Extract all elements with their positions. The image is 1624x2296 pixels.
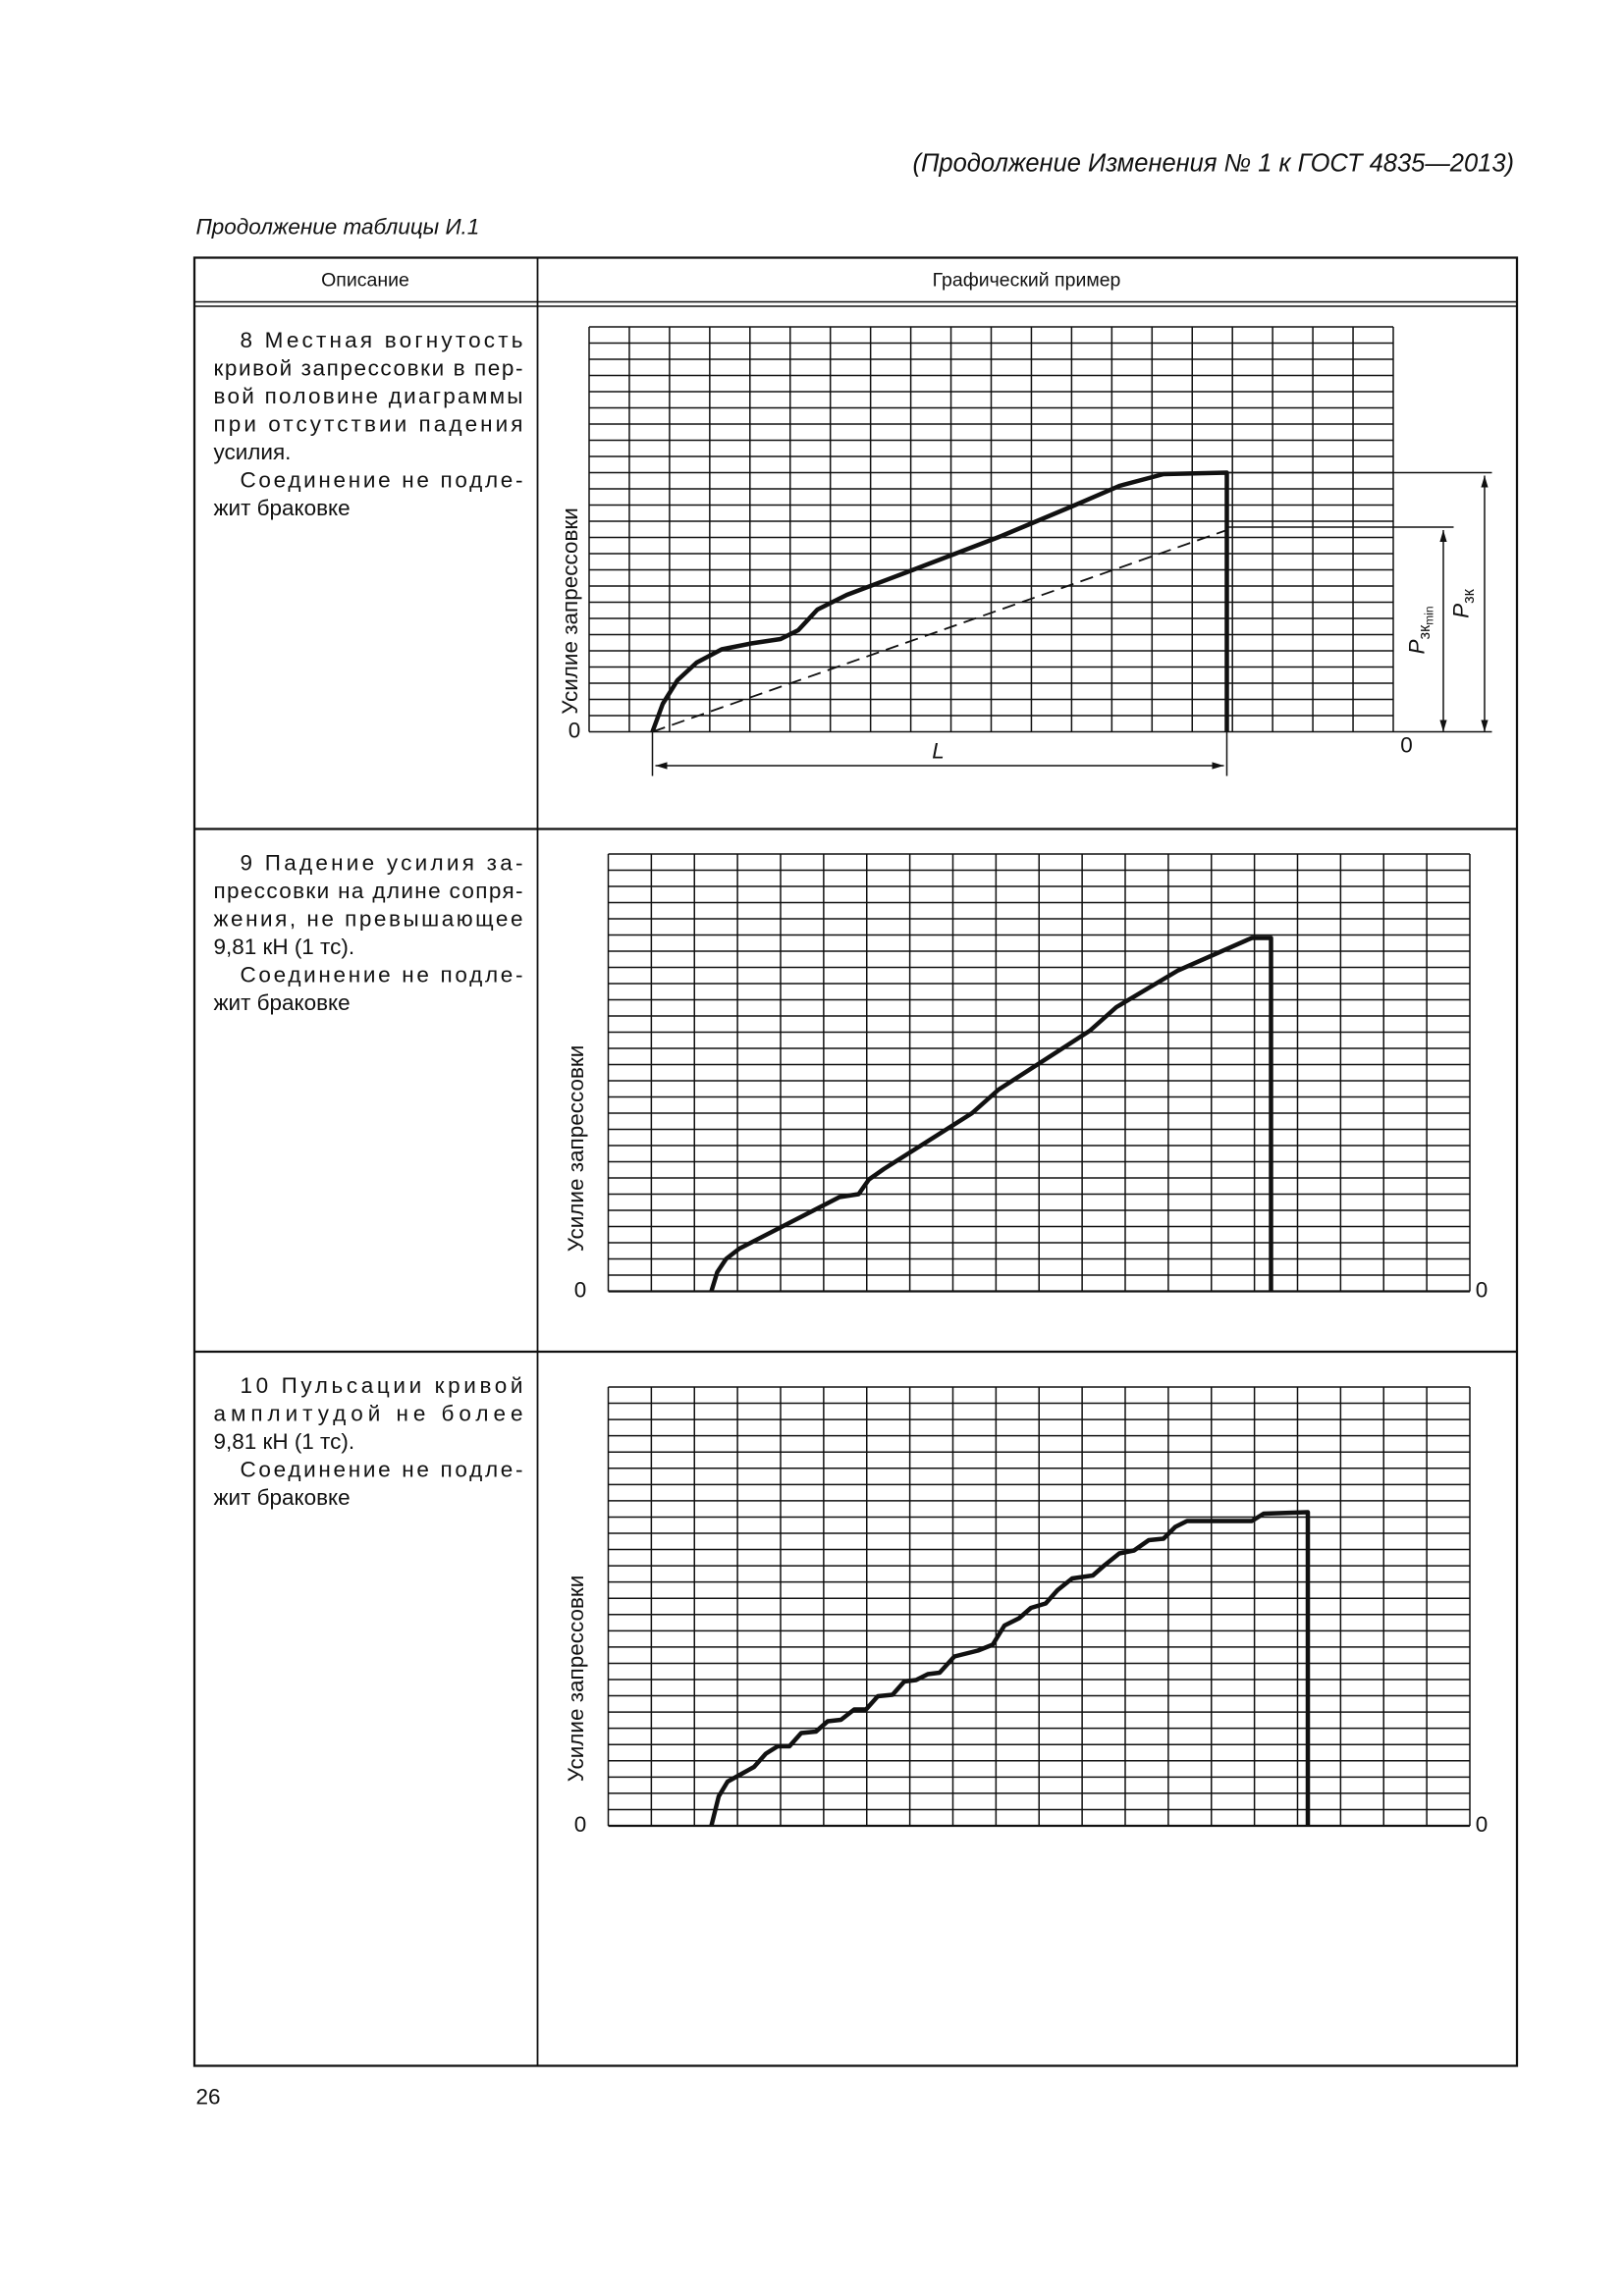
subscript: min [1423, 606, 1436, 624]
description-line: жит браковке [213, 496, 350, 520]
subscript: зк [1460, 588, 1478, 604]
y-axis-label: Усилие запрессовки [558, 507, 582, 715]
length-label: L [932, 738, 945, 763]
description-line: 9,81 кН (1 тс). [213, 1429, 354, 1454]
symbol: P [1404, 640, 1429, 655]
y-axis-label: Усилие запрессовки [564, 1045, 588, 1253]
description-line: Соединение не подле- [240, 962, 522, 987]
zero-label: 0 [568, 718, 581, 742]
description-line: 9,81 кН (1 тс). [213, 934, 354, 959]
dashed-line [652, 529, 1227, 733]
description-line: амплитудой не более [213, 1401, 522, 1425]
description-line: при отсутствии падения [213, 411, 522, 436]
zero-label: 0 [1400, 732, 1413, 757]
description-line: 8 Местная вогнутость [240, 328, 522, 352]
curve [709, 935, 1273, 1293]
force-label: Pзкmin [1404, 606, 1435, 654]
curve [709, 1510, 1311, 1827]
subscript: зк [1416, 624, 1434, 640]
zero-label: 0 [1476, 1277, 1489, 1302]
force-label: Pзк [1448, 588, 1478, 618]
grid [607, 853, 1471, 1293]
description-line: кривой запрессовки в пер- [213, 355, 522, 380]
zero-label: 0 [574, 1812, 587, 1837]
running-title: (Продолжение Изменения № 1 к ГОСТ 4835—2… [912, 150, 1513, 178]
zero-label: 0 [1476, 1812, 1489, 1837]
zero-label: 0 [574, 1277, 587, 1302]
description-line: усилия. [213, 440, 291, 464]
description-line: 10 Пульсации кривой [240, 1373, 522, 1398]
grid [607, 1386, 1471, 1827]
column-header: Графический пример [933, 270, 1121, 292]
description-line: прессовки на длине сопря- [213, 879, 522, 903]
table-frame [192, 256, 1519, 2067]
table-caption: Продолжение таблицы И.1 [195, 214, 479, 239]
symbol: P [1448, 604, 1473, 618]
description-line: Соединение не подле- [240, 1457, 522, 1481]
column-header: Описание [321, 270, 409, 292]
description-line: жения, не превышающее [213, 906, 522, 931]
description-line: жит браковке [213, 1485, 350, 1510]
description-line: вой половине диаграммы [213, 384, 522, 408]
curve [650, 470, 1229, 733]
y-axis-label: Усилие запрессовки [564, 1575, 588, 1783]
grid [588, 326, 1394, 733]
page-number: 26 [195, 2084, 220, 2109]
description-line: 9 Падение усилия за- [240, 850, 522, 875]
description-line: жит браковке [213, 990, 350, 1015]
description-line: Соединение не подле- [240, 467, 522, 492]
